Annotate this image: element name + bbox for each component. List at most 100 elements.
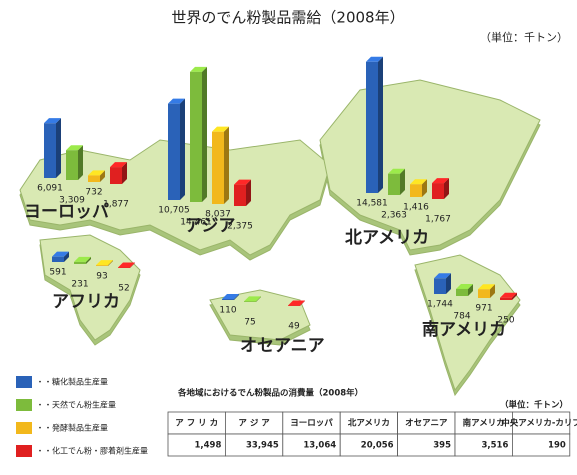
bar xyxy=(434,278,446,294)
africa xyxy=(39,234,141,341)
bar-side xyxy=(64,251,69,262)
region-label: 南アメリカ xyxy=(422,319,506,340)
bar-top xyxy=(456,283,473,289)
bar xyxy=(244,301,256,302)
bar-side xyxy=(224,126,229,204)
bar-side xyxy=(100,170,105,182)
bar-top xyxy=(96,260,113,266)
bar-side xyxy=(490,284,495,298)
bar-side xyxy=(256,296,261,302)
bar xyxy=(212,131,224,204)
bar-top xyxy=(222,294,239,300)
bar xyxy=(88,175,100,182)
bar xyxy=(222,299,234,300)
value-label: 1,416 xyxy=(403,203,429,213)
legend-text: ・・天然でん粉生産量 xyxy=(36,400,116,410)
value-label: 732 xyxy=(85,188,102,198)
bar xyxy=(456,288,468,296)
bar xyxy=(410,184,422,197)
bar xyxy=(66,150,78,180)
bar-side xyxy=(378,56,383,194)
bar-top xyxy=(110,162,127,168)
bar-top xyxy=(44,118,61,124)
region-label: アフリカ xyxy=(52,292,120,312)
region-label: アジア xyxy=(185,216,235,236)
oceania xyxy=(209,289,311,341)
value-label: 93 xyxy=(96,272,107,282)
header-text: ア ジ ア xyxy=(238,419,270,429)
legend-text: ・・発酵製品生産量 xyxy=(36,423,108,433)
value-label: 3,309 xyxy=(59,196,85,206)
bar-top xyxy=(434,273,451,279)
header-text: ア フ リ カ xyxy=(175,419,218,429)
value-label: 784 xyxy=(453,312,470,322)
value-label: 1,877 xyxy=(103,200,129,210)
bar-side xyxy=(512,292,517,300)
bar-side xyxy=(86,256,91,264)
bar xyxy=(52,256,64,262)
bar-side xyxy=(122,162,127,184)
bar-top xyxy=(388,168,405,174)
region-label: 北アメリカ xyxy=(345,228,429,248)
bar-side xyxy=(300,300,305,306)
value-label: 14,581 xyxy=(356,199,388,209)
region-label: ヨーロッパ xyxy=(24,202,109,222)
bar-top xyxy=(366,56,383,62)
bar-side xyxy=(78,145,83,180)
cell-text: 20,056 xyxy=(361,441,394,451)
header-text: ヨーロッパ xyxy=(290,418,333,429)
value-label: 250 xyxy=(497,316,514,326)
header-text: 南アメリカ xyxy=(463,418,505,429)
cell-text: 1,498 xyxy=(195,441,222,451)
legend-text: ・・化工でん粉・膠着剤生産量 xyxy=(36,446,148,456)
value-label: 52 xyxy=(118,284,129,294)
bar xyxy=(110,167,122,184)
table-title: 各地域におけるでん粉製品の消費量（2008年） xyxy=(177,388,363,399)
bar xyxy=(500,297,512,300)
bar-side xyxy=(180,98,185,200)
bar-top xyxy=(244,296,261,302)
bar-top xyxy=(212,126,229,132)
bar-top xyxy=(118,262,135,268)
bar-top xyxy=(88,170,105,176)
value-label: 6,091 xyxy=(37,184,63,194)
legend-swatch xyxy=(16,399,32,411)
bar-side xyxy=(108,260,113,266)
cell-text: 13,064 xyxy=(303,441,336,451)
value-label: 10,705 xyxy=(158,206,190,216)
bar xyxy=(74,261,86,264)
bar-top xyxy=(66,145,83,151)
bar-side xyxy=(56,118,61,178)
cell-text: 190 xyxy=(548,441,566,451)
cell-text: 3,516 xyxy=(482,441,509,451)
bar xyxy=(168,103,180,200)
value-label: 14,461 xyxy=(180,218,212,228)
bar xyxy=(234,184,246,206)
north-america xyxy=(319,79,541,251)
bar-top xyxy=(74,256,91,262)
cell-text: 33,945 xyxy=(246,441,279,451)
value-label: 75 xyxy=(244,318,255,328)
header-text: 北アメリカ xyxy=(348,418,390,429)
legend-swatch xyxy=(16,445,32,457)
region-label: オセアニア xyxy=(240,336,325,356)
bar xyxy=(96,265,108,266)
bar-side xyxy=(400,168,405,195)
value-label: 231 xyxy=(71,280,88,290)
bar-side xyxy=(444,178,449,199)
bar-side xyxy=(446,273,451,294)
value-label: 1,767 xyxy=(425,215,451,225)
bar-top xyxy=(288,300,305,306)
value-label: 2,363 xyxy=(381,211,407,221)
bar-top xyxy=(500,292,517,298)
bar-side xyxy=(246,179,251,206)
bar-side xyxy=(468,283,473,296)
bar-side xyxy=(202,66,207,202)
bar-top xyxy=(52,251,69,257)
bar-top xyxy=(478,284,495,290)
bar xyxy=(190,71,202,202)
value-label: 971 xyxy=(475,304,492,314)
chart-title: 世界のでん粉製品需給（2008年） xyxy=(171,9,404,27)
